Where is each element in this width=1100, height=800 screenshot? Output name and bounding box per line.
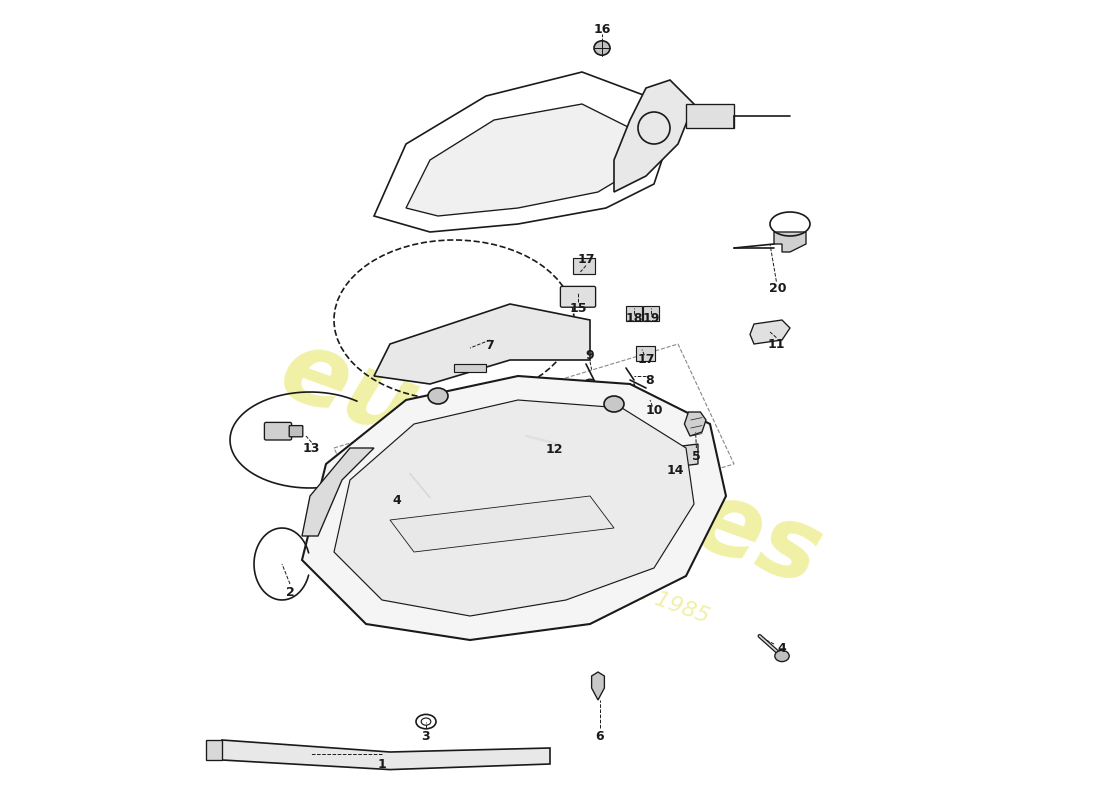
- Text: 6: 6: [595, 730, 604, 742]
- Text: 16: 16: [593, 23, 611, 36]
- Polygon shape: [374, 304, 590, 384]
- Ellipse shape: [594, 41, 610, 55]
- Polygon shape: [592, 672, 604, 700]
- Text: 3: 3: [421, 730, 430, 742]
- FancyBboxPatch shape: [636, 346, 654, 361]
- Ellipse shape: [584, 379, 596, 389]
- Text: 17: 17: [637, 354, 654, 366]
- Text: 12: 12: [546, 443, 563, 456]
- Polygon shape: [614, 80, 694, 192]
- Text: 15: 15: [570, 302, 586, 314]
- Text: 20: 20: [769, 282, 786, 294]
- Text: 4: 4: [392, 494, 400, 506]
- FancyBboxPatch shape: [573, 258, 595, 274]
- Text: 2: 2: [286, 586, 295, 598]
- Text: 17: 17: [578, 253, 595, 266]
- FancyBboxPatch shape: [626, 306, 642, 321]
- Text: euroPares: euroPares: [266, 322, 834, 606]
- Polygon shape: [206, 740, 222, 760]
- Ellipse shape: [428, 388, 448, 404]
- Polygon shape: [666, 444, 698, 468]
- Ellipse shape: [604, 396, 624, 412]
- Text: 5: 5: [692, 450, 701, 462]
- FancyBboxPatch shape: [289, 426, 302, 437]
- Polygon shape: [302, 448, 374, 536]
- Polygon shape: [454, 364, 486, 372]
- Polygon shape: [302, 376, 726, 640]
- Text: 19: 19: [642, 312, 660, 325]
- Text: a passion for parts since 1985: a passion for parts since 1985: [388, 493, 712, 627]
- Polygon shape: [390, 496, 614, 552]
- Text: 9: 9: [585, 350, 594, 362]
- Polygon shape: [774, 232, 806, 252]
- Polygon shape: [406, 104, 638, 216]
- Polygon shape: [686, 104, 734, 128]
- Text: 8: 8: [646, 374, 654, 386]
- FancyBboxPatch shape: [264, 422, 292, 440]
- Text: 14: 14: [667, 464, 684, 477]
- Polygon shape: [750, 320, 790, 344]
- Text: 7: 7: [485, 339, 494, 352]
- Ellipse shape: [646, 400, 654, 408]
- Polygon shape: [334, 400, 694, 616]
- Polygon shape: [222, 740, 550, 770]
- Polygon shape: [684, 412, 706, 436]
- FancyBboxPatch shape: [560, 286, 595, 307]
- Text: 13: 13: [302, 442, 320, 454]
- FancyBboxPatch shape: [642, 306, 659, 321]
- Text: 11: 11: [768, 338, 785, 350]
- Text: 4: 4: [778, 642, 786, 654]
- Text: 1: 1: [377, 758, 386, 770]
- Text: 18: 18: [625, 312, 642, 325]
- Ellipse shape: [774, 650, 789, 662]
- Text: 10: 10: [646, 404, 662, 417]
